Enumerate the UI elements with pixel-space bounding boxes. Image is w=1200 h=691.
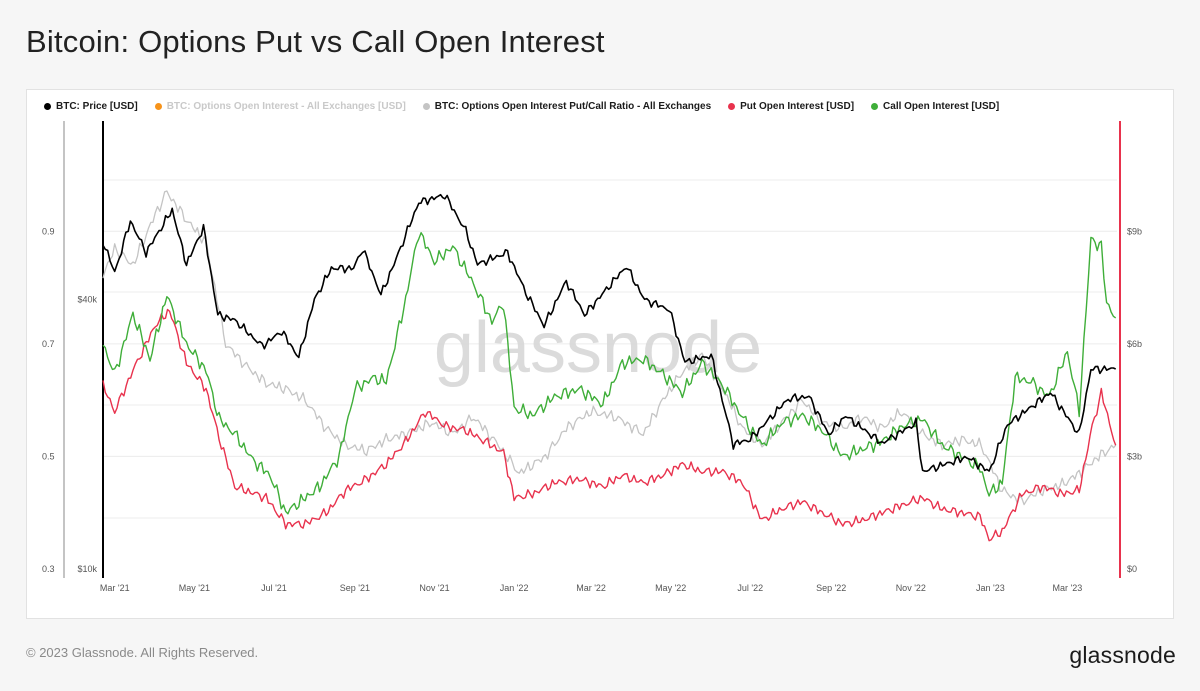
- page-title: Bitcoin: Options Put vs Call Open Intere…: [26, 24, 605, 59]
- x-tick-label: Mar '23: [1053, 583, 1083, 593]
- price-tick-label: $40k: [77, 295, 97, 305]
- ratio-tick-label: 0.5: [42, 451, 55, 461]
- legend-label-put: Put Open Interest [USD]: [740, 100, 855, 112]
- legend-item-ratio[interactable]: BTC: Options Open Interest Put/Call Rati…: [422, 100, 712, 112]
- legend-label-call: Call Open Interest [USD]: [883, 100, 1000, 112]
- footer-copyright: © 2023 Glassnode. All Rights Reserved.: [26, 645, 259, 660]
- x-tick-label: Mar '21: [100, 583, 130, 593]
- chart-legend: BTC: Price [USD] BTC: Options Open Inter…: [44, 99, 999, 113]
- ratio-tick-label: 0.7: [42, 339, 55, 349]
- usd-tick-label: $6b: [1127, 339, 1142, 349]
- legend-total-oi-dot: [154, 102, 162, 110]
- usd-tick-label: $9b: [1127, 227, 1142, 237]
- legend-label-ratio: BTC: Options Open Interest Put/Call Rati…: [434, 100, 712, 112]
- x-tick-label: May '21: [179, 583, 210, 593]
- x-tick-label: Nov '21: [419, 583, 449, 593]
- x-tick-label: Jul '22: [737, 583, 763, 593]
- x-tick-label: May '22: [655, 583, 686, 593]
- legend-item-price[interactable]: BTC: Price [USD]: [44, 101, 138, 112]
- legend-item-total-oi[interactable]: BTC: Options Open Interest - All Exchang…: [154, 100, 406, 112]
- price-tick-label: $10k: [77, 564, 97, 574]
- x-tick-label: Jan '22: [500, 583, 529, 593]
- chart-panel: [26, 89, 1174, 619]
- legend-price-dot: [44, 102, 51, 110]
- x-tick-label: Jul '21: [261, 583, 287, 593]
- series-line-call-oi: [102, 232, 1117, 515]
- usd-tick-label: $3b: [1127, 452, 1142, 462]
- x-tick-label: Jan '23: [976, 583, 1005, 593]
- legend-put-dot: [728, 102, 736, 110]
- series-line-put-call-ratio: [102, 190, 1117, 506]
- ratio-tick-label: 0.9: [42, 226, 55, 236]
- ratio-tick-label: 0.3: [42, 564, 55, 574]
- legend-label-total-oi: BTC: Options Open Interest - All Exchang…: [166, 100, 406, 112]
- legend-call-dot: [871, 102, 879, 110]
- legend-label-price: BTC: Price [USD]: [56, 100, 138, 112]
- legend-item-call[interactable]: Call Open Interest [USD]: [871, 101, 999, 112]
- legend-ratio-dot: [422, 102, 430, 110]
- x-tick-label: Sep '22: [816, 583, 846, 593]
- x-tick-label: Nov '22: [896, 583, 926, 593]
- glassnode-logo: glassnode: [1069, 642, 1176, 668]
- x-tick-label: Mar '22: [576, 583, 606, 593]
- series-line-put-oi: [102, 308, 1117, 542]
- x-tick-label: Sep '21: [340, 583, 370, 593]
- usd-tick-label: $0: [1127, 564, 1137, 574]
- series-line-btc-price: [102, 193, 1117, 472]
- legend-item-put[interactable]: Put Open Interest [USD]: [728, 101, 854, 112]
